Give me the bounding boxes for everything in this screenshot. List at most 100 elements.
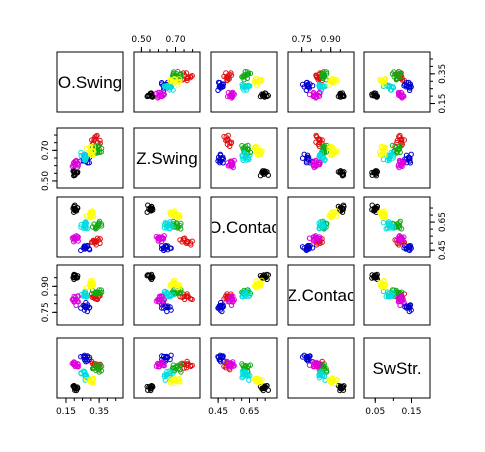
data-point [175, 224, 182, 230]
panel-frame [363, 196, 431, 258]
data-point [380, 220, 387, 226]
data-point [304, 83, 310, 90]
data-point [324, 369, 330, 375]
data-point [407, 155, 413, 162]
data-point [242, 293, 249, 299]
data-point [306, 235, 313, 241]
data-point [148, 93, 155, 100]
data-point [326, 213, 332, 219]
variable-label: O.Swing [58, 73, 122, 92]
panel-O.Contact-vs-O.Swing [56, 196, 124, 258]
data-point [381, 79, 388, 85]
data-point [240, 83, 246, 89]
panel-Z.Swing-vs-SwStr. [363, 127, 431, 189]
data-point [163, 244, 170, 250]
data-point [317, 84, 323, 90]
data-point [73, 233, 80, 239]
panel-frame [56, 337, 124, 399]
data-point [387, 83, 393, 89]
data-point [174, 377, 181, 383]
data-point [259, 376, 265, 383]
data-point [306, 362, 313, 368]
data-point [174, 290, 181, 296]
data-point [391, 73, 397, 80]
data-point [374, 93, 380, 100]
data-point [166, 87, 173, 93]
panel-frame [210, 51, 278, 113]
data-point [243, 87, 250, 93]
data-point [340, 206, 346, 213]
data-point [334, 208, 340, 214]
data-point [240, 371, 246, 378]
data-point [240, 155, 246, 161]
data-point [374, 276, 380, 283]
data-point [369, 275, 375, 281]
data-point [83, 213, 90, 219]
variable-label: Z.Contac [287, 286, 356, 305]
variable-label: SwStr. [372, 359, 421, 378]
panel-frame [363, 264, 431, 326]
data-point [317, 136, 323, 143]
data-point [322, 220, 328, 226]
data-point [71, 203, 77, 210]
data-point [219, 155, 225, 162]
data-point [219, 83, 225, 90]
panel-O.Contact-vs-Z.Swing [133, 196, 201, 258]
data-point [316, 152, 323, 159]
data-point [330, 148, 336, 154]
data-point [78, 149, 84, 156]
data-point [189, 362, 195, 369]
panel-grid: O.Swing Z.Swing O.Contac Z.Contac SwStr. 0.50… [41, 35, 448, 417]
data-point [162, 83, 168, 89]
data-point [377, 152, 384, 158]
data-point [407, 244, 413, 250]
tick-label: 0.05 [365, 407, 385, 417]
data-point [167, 226, 173, 232]
data-point [313, 162, 319, 169]
data-point [393, 73, 400, 79]
tick-label: 0.50 [131, 35, 151, 45]
tick-label: 0.70 [41, 140, 51, 160]
data-point [83, 155, 89, 161]
data-point [383, 226, 389, 232]
panel-Z.Swing-vs-Z.Contact [287, 127, 355, 189]
data-point [96, 220, 102, 227]
data-point [181, 293, 187, 300]
panel-O.Swing-vs-Z.Swing [133, 51, 201, 113]
data-point [81, 354, 88, 361]
data-point [70, 162, 77, 169]
data-point [407, 83, 413, 90]
data-point [71, 271, 77, 278]
panel-O.Swing-vs-O.Swing: O.Swing [56, 51, 124, 113]
data-point [90, 281, 97, 288]
data-point [396, 225, 403, 231]
data-point [326, 377, 332, 383]
tick-label: 0.35 [89, 407, 109, 417]
data-point [226, 139, 232, 146]
panel-SwStr.-vs-Z.Swing [133, 337, 201, 399]
data-point [71, 169, 77, 175]
data-point [167, 293, 173, 300]
data-point [94, 238, 100, 244]
data-point [326, 145, 332, 152]
data-point [264, 271, 270, 278]
data-point [396, 74, 403, 80]
data-point [164, 371, 170, 378]
data-point [242, 73, 248, 79]
data-point [387, 155, 393, 161]
variable-label: Z.Swing [136, 149, 197, 168]
data-point [407, 304, 413, 311]
data-point [93, 148, 99, 154]
data-point [394, 139, 400, 146]
data-point [78, 222, 84, 228]
data-point [174, 213, 181, 219]
data-point [398, 94, 404, 100]
data-point [83, 294, 89, 300]
data-point [407, 85, 413, 91]
data-point [82, 304, 89, 311]
data-point [71, 383, 77, 389]
data-point [90, 212, 97, 219]
data-point [388, 149, 395, 156]
data-point [247, 70, 254, 77]
